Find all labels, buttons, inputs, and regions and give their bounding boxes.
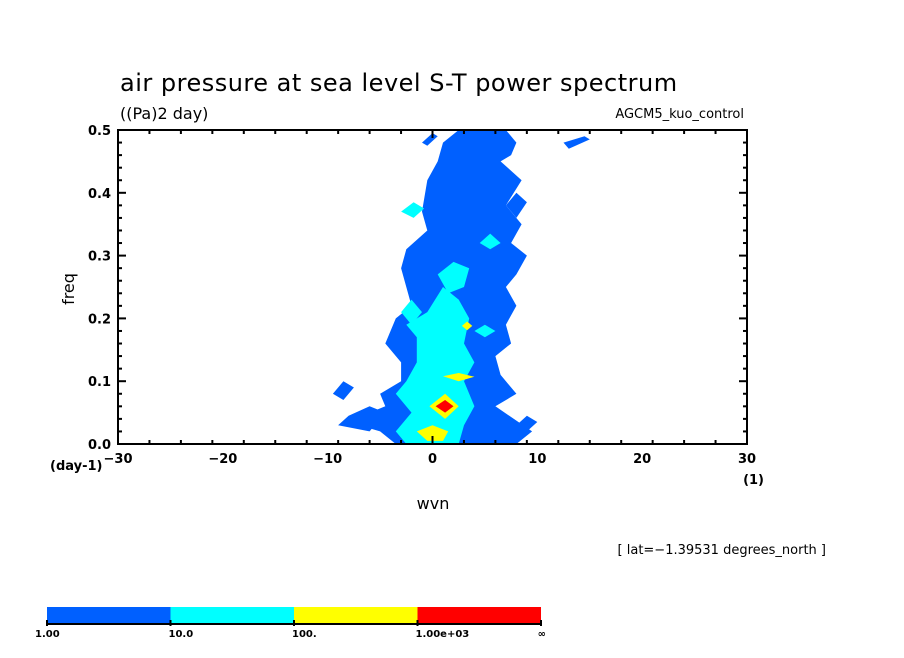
x-tick-label: 10	[528, 452, 546, 467]
x-unit-label: (1)	[743, 473, 764, 488]
colorbar-label: 1.00	[35, 629, 60, 640]
y-tick-label: 0.2	[88, 312, 111, 327]
contour-region-9	[401, 299, 422, 325]
y-tick-label: 0.5	[88, 124, 111, 139]
contour-region-3	[563, 136, 590, 149]
contour-region-8	[437, 261, 470, 294]
y-tick-label: 0.4	[88, 187, 111, 202]
latitude-annotation: [ lat=−1.39531 degrees_north ]	[618, 543, 826, 558]
tick-labels: −30 −20 −10 0 10 20 30 0.0 0.1 0.2 0.3 0.4 0.5	[88, 124, 756, 467]
colorbar: 1.00 10.0 100. 1.00e+03 ∞	[35, 607, 546, 640]
contour-region-16	[461, 321, 473, 331]
colorbar-swatch	[417, 607, 541, 624]
contour-layer	[332, 130, 590, 444]
contour-region-13	[416, 425, 449, 441]
contour-region-4	[422, 133, 438, 146]
contour-region-2	[332, 381, 354, 400]
colorbar-swatch	[170, 607, 294, 624]
x-tick-label: 0	[428, 452, 437, 467]
y-unit-label: (day-1)	[50, 459, 102, 474]
contour-region-5	[505, 192, 527, 218]
contour-region-15	[443, 373, 475, 382]
chart-title: air pressure at sea level S-T power spec…	[120, 69, 678, 97]
y-axis-label: freq	[59, 273, 78, 305]
colorbar-label: ∞	[538, 629, 546, 640]
x-tick-label: 20	[633, 452, 651, 467]
x-axis-label: wvn	[417, 494, 450, 513]
x-tick-label: −10	[313, 452, 342, 467]
plot-frame	[117, 129, 748, 445]
contour-region-17	[435, 400, 454, 413]
contour-region-11	[474, 324, 496, 338]
y-tick-label: 0.1	[88, 375, 111, 390]
x-tick-label: 30	[738, 452, 756, 467]
contour-region-1	[338, 406, 386, 432]
y-tick-label: 0.3	[88, 250, 111, 265]
y-tick-label: 0.0	[88, 438, 111, 453]
contour-region-6	[516, 415, 538, 432]
run-label: AGCM5_kuo_control	[615, 107, 744, 122]
x-tick-label: −20	[208, 452, 237, 467]
colorbar-label: 10.0	[169, 629, 194, 640]
units-label: ((Pa)2 day)	[120, 104, 208, 123]
contour-region-12	[479, 233, 501, 250]
colorbar-label: 1.00e+03	[416, 629, 470, 640]
x-tick-label: −30	[104, 452, 133, 467]
contour-region-10	[401, 202, 425, 218]
colorbar-swatch	[294, 607, 418, 624]
colorbar-swatch	[47, 607, 171, 624]
colorbar-label: 100.	[292, 629, 317, 640]
